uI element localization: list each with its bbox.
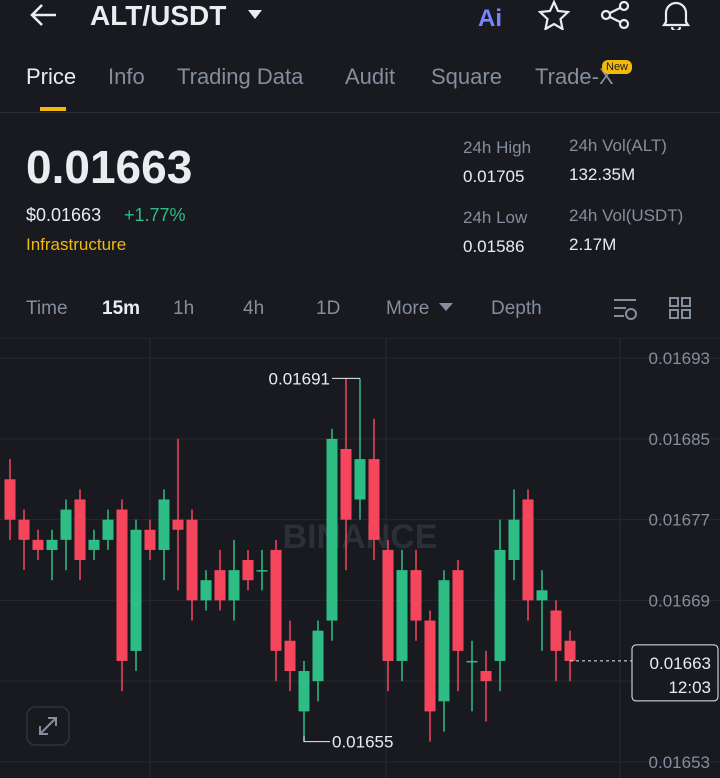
- candle-body: [396, 570, 408, 661]
- annotation-label: 0.01691: [269, 369, 330, 388]
- ai-icon[interactable]: Ai: [476, 4, 512, 30]
- bell-icon[interactable]: [660, 0, 692, 30]
- tab[interactable]: Trading Data: [177, 64, 304, 89]
- candle-body: [550, 610, 562, 651]
- candle-body: [32, 539, 44, 550]
- annotation-label: 0.01655: [332, 733, 393, 752]
- pair-title[interactable]: ALT/USDT: [90, 0, 227, 31]
- interval[interactable]: 1h: [173, 298, 195, 319]
- stat-label: 24h High: [463, 138, 532, 157]
- candle-body: [536, 590, 548, 601]
- candle-body: [354, 459, 366, 500]
- candle-body: [508, 519, 520, 561]
- share-icon[interactable]: [598, 0, 632, 30]
- divider: [0, 112, 720, 113]
- candle-body: [130, 529, 142, 651]
- interval[interactable]: Time: [26, 298, 68, 319]
- interval[interactable]: 4h: [243, 298, 265, 319]
- stat-value: 132.35M: [569, 165, 636, 184]
- candle-body: [158, 499, 170, 550]
- expand-button[interactable]: [26, 706, 70, 746]
- price-change: +1.77%: [124, 205, 186, 225]
- candle-body: [284, 640, 296, 672]
- candle-body: [46, 539, 58, 550]
- favorite-icon[interactable]: [538, 0, 570, 30]
- candle-body: [214, 570, 226, 601]
- interval[interactable]: 1D: [316, 298, 341, 319]
- candlestick-chart: 0.016930.016850.016770.016690.016610.016…: [0, 338, 720, 778]
- candle-body: [242, 560, 254, 581]
- y-tick-label: 0.01693: [649, 349, 710, 368]
- candle-body: [256, 570, 268, 572]
- interval[interactable]: 15m: [102, 298, 141, 319]
- candle-body: [102, 519, 114, 540]
- candle-body: [466, 660, 478, 663]
- layout-icon[interactable]: [668, 296, 694, 322]
- sector-tag[interactable]: Infrastructure: [26, 235, 127, 254]
- stat-value: 0.01586: [463, 237, 525, 256]
- y-tick-label: 0.01685: [649, 430, 710, 449]
- candle-body: [298, 671, 310, 712]
- annotation-leader: [303, 735, 330, 743]
- candle-body: [172, 519, 184, 530]
- candle-body: [522, 499, 534, 601]
- candle-body: [74, 499, 86, 561]
- tab[interactable]: Trade-X: [535, 64, 614, 89]
- candle-body: [88, 539, 100, 550]
- dropdown-icon[interactable]: [246, 8, 264, 20]
- candle-body: [60, 509, 72, 540]
- price-tag-box: [631, 644, 719, 702]
- settings-icon[interactable]: [612, 296, 640, 322]
- candle-body: [368, 459, 380, 540]
- interval[interactable]: Depth: [491, 298, 542, 319]
- candle-body: [144, 529, 156, 550]
- y-tick-label: 0.01677: [649, 511, 710, 530]
- price-tag-time: 12:03: [668, 678, 711, 697]
- candle-body: [116, 509, 128, 661]
- candle-body: [382, 549, 394, 661]
- stat-label: 24h Low: [463, 208, 528, 227]
- y-tick-label: 0.01669: [649, 591, 710, 610]
- interval[interactable]: More: [386, 298, 430, 319]
- candle-body: [410, 570, 422, 621]
- usd-price: $0.01663: [26, 205, 102, 225]
- candle-body: [228, 570, 240, 601]
- candle-body: [340, 449, 352, 520]
- watermark: BINANCE: [283, 518, 438, 556]
- candle-body: [494, 549, 506, 661]
- underline: [40, 107, 66, 111]
- candle-body: [200, 580, 212, 601]
- tab[interactable]: Square: [431, 64, 502, 89]
- candle-body: [4, 479, 16, 520]
- stat-value: 0.01705: [463, 167, 525, 186]
- new-badge: New: [602, 60, 633, 74]
- tab[interactable]: Audit: [345, 64, 396, 89]
- candle-body: [480, 671, 492, 682]
- candle-body: [186, 519, 198, 601]
- candle-body: [564, 640, 576, 661]
- stat-value: 2.17M: [569, 235, 617, 254]
- stat-label: 24h Vol(USDT): [569, 206, 684, 225]
- svg-text:Ai: Ai: [478, 5, 502, 30]
- candle-body: [438, 580, 450, 702]
- candle-body: [452, 570, 464, 651]
- tab[interactable]: Info: [108, 64, 145, 89]
- more-caret: [439, 303, 453, 311]
- price-tag-value: 0.01663: [650, 654, 711, 673]
- candle-body: [424, 620, 436, 712]
- last-price: 0.01663: [26, 141, 193, 193]
- back-button[interactable]: [28, 2, 60, 28]
- stat-label: 24h Vol(ALT): [569, 136, 667, 155]
- candle-body: [270, 549, 282, 651]
- tab[interactable]: Price: [26, 64, 77, 89]
- candle-body: [312, 630, 324, 682]
- candle-body: [326, 438, 338, 621]
- y-tick-label: 0.01653: [649, 753, 710, 772]
- candle-body: [18, 519, 30, 540]
